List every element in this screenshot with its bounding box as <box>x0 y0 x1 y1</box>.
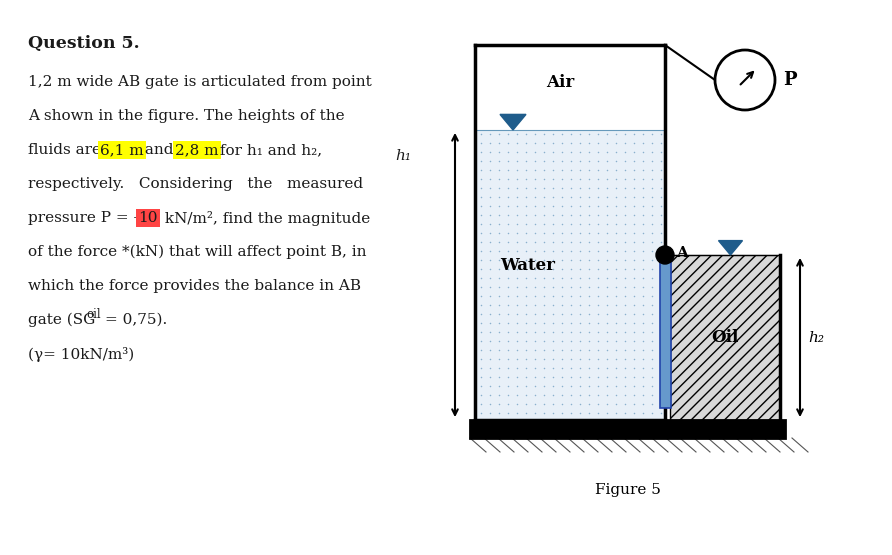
Text: which the force provides the balance in AB: which the force provides the balance in … <box>28 279 361 293</box>
Text: 6,1 m: 6,1 m <box>100 143 144 157</box>
Text: A: A <box>676 246 688 260</box>
Text: = 0,75).: = 0,75). <box>105 313 168 327</box>
Text: 10: 10 <box>138 211 158 225</box>
Circle shape <box>656 246 674 264</box>
Text: Figure 5: Figure 5 <box>595 483 660 497</box>
Text: for h₁ and h₂,: for h₁ and h₂, <box>215 143 322 157</box>
Text: B: B <box>650 420 664 434</box>
Bar <box>475 45 665 130</box>
Bar <box>670 255 780 420</box>
Text: kN/m², find the magnitude: kN/m², find the magnitude <box>160 211 370 226</box>
Circle shape <box>715 50 775 110</box>
Text: of the force *(kN) that will affect point B, in: of the force *(kN) that will affect poin… <box>28 245 367 259</box>
Text: 1,2 m wide AB gate is articulated from point: 1,2 m wide AB gate is articulated from p… <box>28 75 372 89</box>
Bar <box>470 420 785 438</box>
Text: h₁: h₁ <box>395 149 411 163</box>
Text: and: and <box>140 143 178 157</box>
Bar <box>475 130 665 420</box>
Text: fluids are: fluids are <box>28 143 106 157</box>
Text: oil: oil <box>86 308 101 321</box>
Text: gate (SG: gate (SG <box>28 313 95 327</box>
Text: Oil: Oil <box>711 329 739 346</box>
Text: pressure P = -: pressure P = - <box>28 211 138 225</box>
Bar <box>660 255 671 408</box>
Text: respectively.   Considering   the   measured: respectively. Considering the measured <box>28 177 363 191</box>
Polygon shape <box>718 241 742 255</box>
Text: 2,8 m: 2,8 m <box>175 143 219 157</box>
Text: Air: Air <box>546 74 574 91</box>
Text: h₂: h₂ <box>808 330 824 345</box>
Text: P: P <box>783 71 797 89</box>
Polygon shape <box>500 114 526 130</box>
Text: Question 5.: Question 5. <box>28 35 140 52</box>
Text: A shown in the figure. The heights of the: A shown in the figure. The heights of th… <box>28 109 344 123</box>
Text: (γ= 10kN/m³): (γ= 10kN/m³) <box>28 347 135 362</box>
Text: Water: Water <box>500 256 555 274</box>
